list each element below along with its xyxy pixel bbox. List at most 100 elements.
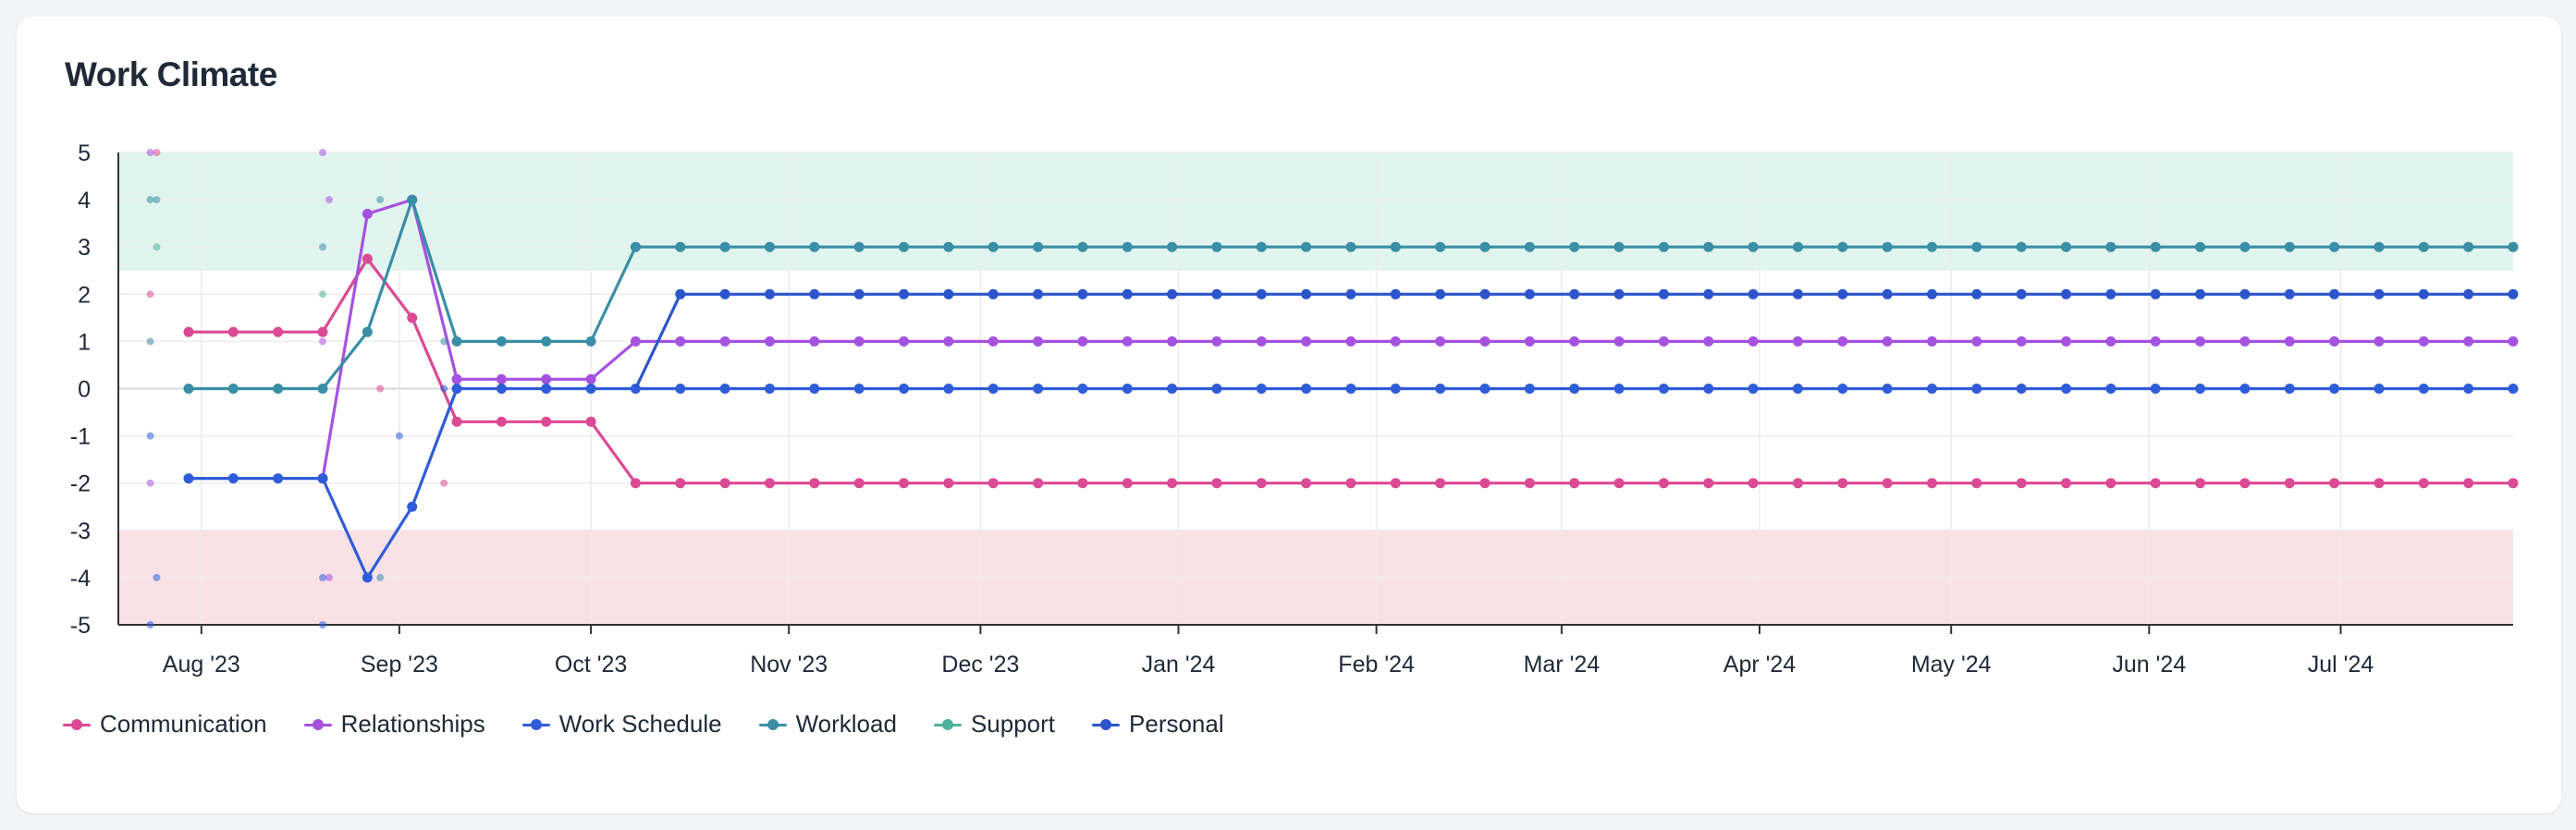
data-point-communication [2239, 478, 2251, 489]
data-point-work-schedule [2284, 384, 2295, 394]
data-point-communication [585, 416, 596, 427]
data-point-personal [1613, 288, 1625, 299]
data-point-workload [1122, 241, 1133, 252]
data-point-workload [451, 336, 462, 347]
data-point-communication [853, 478, 865, 489]
data-point-relationships [2374, 336, 2385, 347]
data-point-workload [2329, 241, 2340, 252]
data-point-relationships [1971, 336, 1982, 347]
scatter-point-workload [153, 196, 161, 204]
data-point-workload [2418, 241, 2429, 252]
data-point-work-schedule [853, 384, 865, 394]
y-tick-label: -3 [70, 519, 91, 544]
data-point-workload [1256, 241, 1267, 252]
legend-item-personal[interactable]: Personal [1092, 710, 1224, 738]
data-point-work-schedule [585, 384, 596, 394]
data-point-communication [1524, 478, 1535, 489]
data-point-communication [2508, 478, 2519, 489]
x-tick-label: Sep '23 [361, 652, 438, 677]
data-point-relationships [2150, 336, 2161, 347]
data-point-communication [2016, 478, 2027, 489]
data-point-communication [1926, 478, 1937, 489]
data-point-personal [1926, 288, 1937, 299]
data-point-work-schedule [764, 384, 775, 394]
data-point-work-schedule [2374, 384, 2385, 394]
data-point-personal [899, 288, 910, 299]
data-point-relationships [719, 336, 730, 347]
data-point-relationships [1703, 336, 1714, 347]
data-point-communication [1435, 478, 1446, 489]
data-point-communication [1256, 478, 1267, 489]
legend-label: Support [970, 710, 1056, 738]
legend-item-work-schedule[interactable]: Work Schedule [521, 710, 722, 738]
data-point-work-schedule [1971, 384, 1982, 394]
data-point-communication [1301, 478, 1312, 489]
x-tick-label: Feb '24 [1338, 652, 1415, 677]
legend-item-support[interactable]: Support [933, 710, 1056, 738]
data-point-personal [2329, 288, 2340, 299]
scatter-point-work-schedule [395, 432, 403, 440]
data-point-communication [2195, 478, 2206, 489]
legend-marker-icon [63, 718, 91, 731]
data-point-workload [2463, 241, 2474, 252]
data-point-communication [541, 416, 552, 427]
scatter-point-support [319, 290, 327, 299]
data-point-work-schedule [1926, 384, 1937, 394]
data-point-relationships [630, 336, 641, 347]
scatter-point-relationships [319, 149, 327, 156]
data-point-workload [809, 241, 820, 252]
scatter-point-work-schedule [146, 621, 154, 629]
data-point-communication [451, 416, 462, 427]
data-point-work-schedule [2195, 384, 2206, 394]
data-point-workload [496, 336, 507, 347]
data-point-work-schedule [1837, 384, 1848, 394]
data-point-personal [1837, 288, 1848, 299]
data-point-personal [1390, 288, 1401, 299]
data-point-relationships [1837, 336, 1848, 347]
scatter-point-work-schedule [153, 573, 161, 581]
data-point-work-schedule [1479, 384, 1490, 394]
y-tick-label: -4 [70, 566, 91, 592]
data-point-relationships [1926, 336, 1937, 347]
data-point-work-schedule [1122, 384, 1133, 394]
data-point-work-schedule [1792, 384, 1803, 394]
data-point-communication [1792, 478, 1803, 489]
data-point-personal [1435, 288, 1446, 299]
data-point-communication [227, 326, 239, 337]
data-point-relationships [2329, 336, 2340, 347]
scatter-point-relationships [146, 149, 154, 156]
data-point-relationships [1256, 336, 1267, 347]
data-point-personal [2284, 288, 2295, 299]
data-point-workload [1390, 241, 1401, 252]
scatter-point-communication [440, 479, 448, 487]
data-point-work-schedule [1748, 384, 1759, 394]
data-point-work-schedule [809, 384, 820, 394]
x-tick-label: Mar '24 [1524, 652, 1601, 677]
data-point-personal [1077, 288, 1088, 299]
data-point-communication [2150, 478, 2161, 489]
data-point-personal [764, 288, 775, 299]
data-point-work-schedule [987, 384, 999, 394]
data-point-communication [1122, 478, 1133, 489]
x-tick-label: Oct '23 [555, 652, 627, 677]
data-point-relationships [2105, 336, 2116, 347]
data-point-workload [764, 241, 775, 252]
data-point-workload [630, 241, 641, 252]
data-point-workload [1613, 241, 1625, 252]
y-tick-label: 4 [78, 188, 91, 214]
y-tick-label: 1 [78, 329, 91, 355]
data-point-work-schedule [1569, 384, 1580, 394]
legend-marker-icon [303, 718, 332, 731]
scatter-point-communication [153, 149, 161, 156]
legend-item-relationships[interactable]: Relationships [303, 710, 485, 738]
scatter-point-communication [146, 290, 154, 299]
data-point-personal [809, 288, 820, 299]
legend-item-workload[interactable]: Workload [758, 710, 897, 738]
data-point-workload [2150, 241, 2161, 252]
x-tick-label: May '24 [1911, 652, 1992, 677]
data-point-work-schedule [2239, 384, 2251, 394]
legend-item-communication[interactable]: Communication [63, 710, 267, 738]
data-point-communication [1703, 478, 1714, 489]
data-point-relationships [1613, 336, 1625, 347]
